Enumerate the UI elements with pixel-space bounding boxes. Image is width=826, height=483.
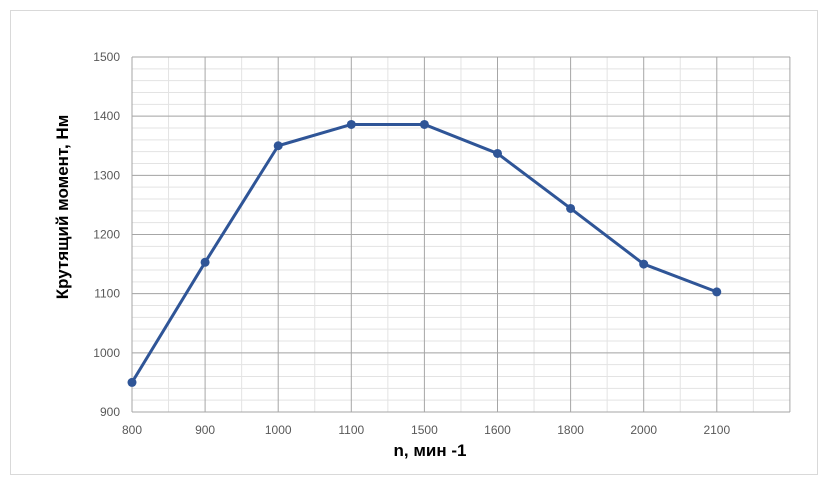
x-tick-label: 800 (122, 423, 142, 437)
y-tick-label: 1300 (93, 168, 120, 182)
x-tick-label: 900 (195, 423, 215, 437)
data-point (566, 203, 576, 213)
x-tick-label: 2100 (703, 423, 730, 437)
y-tick-label: 900 (100, 405, 120, 419)
data-point (493, 148, 502, 158)
data-point (712, 287, 722, 297)
y-tick-label: 1500 (93, 50, 120, 64)
x-tick-label: 1500 (411, 423, 438, 437)
x-tick-label: 1000 (265, 423, 292, 437)
data-point (273, 141, 283, 151)
y-tick-label: 1100 (94, 287, 120, 301)
chart-frame (10, 10, 818, 475)
x-tick-label: 1800 (557, 423, 584, 437)
x-tick-label: 2000 (630, 423, 657, 437)
data-point (419, 119, 429, 129)
x-tick-label: 1600 (484, 423, 511, 437)
y-tick-label: 1400 (93, 109, 120, 123)
x-axis-title: n, мин -1 (394, 441, 467, 460)
y-axis-title: Крутящий момент, Нм (53, 115, 72, 300)
data-point (200, 257, 210, 267)
data-point (639, 259, 649, 269)
data-point (346, 119, 356, 129)
y-tick-label: 1000 (93, 346, 120, 360)
series-layer (127, 119, 722, 387)
y-tick-label: 1200 (93, 228, 120, 242)
major-grid (131, 56, 791, 413)
x-tick-label: 1100 (338, 423, 364, 437)
data-point (127, 377, 137, 387)
